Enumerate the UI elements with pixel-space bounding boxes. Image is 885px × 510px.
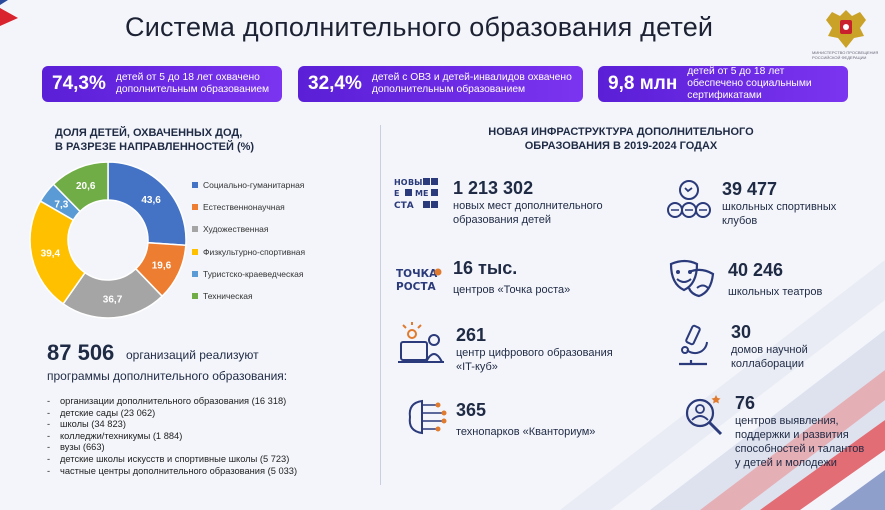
infra-title: НОВАЯ ИНФРАСТРУКТУРА ДОПОЛНИТЕЛЬНОГО ОБР…	[486, 125, 756, 153]
slice-label: 36,7	[103, 294, 123, 305]
talent-search-icon	[680, 393, 728, 441]
emblem-icon	[826, 10, 866, 48]
org-text-1: организаций реализуют	[126, 348, 259, 362]
list-item: колледжи/техникумы (1 884)	[47, 431, 297, 443]
org-list: организации дополнительного образования …	[47, 396, 297, 477]
slice-label: 19,6	[152, 260, 172, 271]
list-item: вузы (663)	[47, 442, 297, 454]
infra-talent-centers: 76 центров выявления, поддержки и развит…	[735, 393, 865, 470]
computer-user-icon	[398, 322, 446, 370]
legend-label: Социально-гуманитарная	[203, 180, 305, 191]
legend-item: Туристско-краеведческая	[192, 263, 305, 285]
org-text-2: программы дополнительного образования:	[47, 369, 288, 383]
infra-desc: домов научной коллаборации	[731, 344, 808, 370]
infra-number: 39 477	[722, 179, 778, 199]
legend-swatch	[192, 270, 198, 277]
list-item: организации дополнительного образования …	[47, 396, 297, 408]
list-item: детские школы искусств и спортивные школ…	[47, 454, 297, 466]
stat-value: 74,3%	[52, 73, 106, 94]
infra-number: 76	[735, 393, 756, 413]
sport-icon	[667, 178, 715, 226]
circuit-brain-icon	[402, 395, 450, 443]
new-places-logo-text: Е	[394, 189, 399, 198]
infra-desc: технопарков «Кванториум»	[456, 426, 596, 438]
stat-badge-certificates: 9,8 млн детей от 5 до 18 лет обеспечено …	[598, 66, 848, 102]
slice-label: 7,3	[54, 199, 68, 210]
microscope-icon	[673, 324, 721, 372]
legend-swatch	[192, 226, 198, 233]
legend-label: Техническая	[203, 291, 253, 302]
new-places-logo-text: СТА	[394, 201, 414, 211]
legend-swatch	[192, 293, 198, 300]
infra-number: 1 213 302	[453, 178, 534, 198]
list-item: школы (34 823)	[47, 419, 297, 431]
infra-title-line1: НОВАЯ ИНФРАСТРУКТУРА ДОПОЛНИТЕЛЬНОГО	[488, 126, 754, 138]
donut-slice	[52, 161, 109, 213]
new-places-logo-text: ВЫ	[408, 178, 422, 187]
section-divider	[380, 125, 381, 485]
page-title: Система дополнительного образования дете…	[125, 12, 714, 42]
legend-item: Художественная	[192, 218, 305, 240]
legend-swatch	[192, 248, 198, 255]
legend-swatch	[192, 182, 198, 189]
infra-tochka-rosta: 16 тыс. центров «Точка роста»	[453, 258, 638, 297]
legend-item: Социально-гуманитарная	[192, 174, 305, 196]
infra-desc: новых мест дополнительного образования д…	[453, 200, 603, 226]
theatre-masks-icon	[667, 258, 715, 306]
stat-badge-coverage: 74,3% детей от 5 до 18 лет охвачено допо…	[42, 66, 282, 102]
stat-badge-disabled: 32,4% детей с ОВЗ и детей-инвалидов охва…	[298, 66, 583, 102]
infra-number: 30	[731, 322, 752, 342]
chart-title-line2: В РАЗРЕЗЕ НАПРАВЛЕННОСТЕЙ (%)	[55, 141, 255, 153]
infra-title-line2: ОБРАЗОВАНИЯ В 2019-2024 ГОДАХ	[524, 140, 718, 152]
chart-title: ДОЛЯ ДЕТЕЙ, ОХВАЧЕННЫХ ДОД, В РАЗРЕЗЕ НА…	[55, 126, 254, 154]
tochka-logo-line1: ТОЧКА	[396, 268, 438, 280]
infra-desc: центров выявления, поддержки и развития …	[735, 415, 865, 469]
donut-chart: 43,6 19,6 36,7 39,4 7,3 20,6	[29, 161, 187, 319]
slice-label: 20,6	[76, 181, 96, 192]
infra-desc: школьных театров	[728, 286, 823, 298]
chart-title-line1: ДОЛЯ ДЕТЕЙ, ОХВАЧЕННЫХ ДОД,	[55, 127, 243, 139]
legend-label: Физкультурно-спортивная	[203, 246, 306, 257]
slice-label: 43,6	[141, 195, 161, 206]
infra-number: 40 246	[728, 260, 784, 280]
list-item: детские сады (23 062)	[47, 408, 297, 420]
new-places-logo-text: МЕ	[415, 189, 428, 198]
infra-new-places: 1 213 302 новых мест дополнительного обр…	[453, 178, 638, 227]
emblem-caption: МИНИСТЕРСТВО ПРОСВЕЩЕНИЯ РОССИЙСКОЙ ФЕДЕ…	[812, 50, 879, 60]
infra-desc: центров «Точка роста»	[453, 284, 571, 296]
new-places-icon: НО ВЫ Е МЕ СТА	[393, 176, 441, 224]
slice-label: 39,4	[41, 248, 61, 259]
infra-number: 365	[456, 400, 487, 420]
infra-sport-clubs: 39 477 школьных спортивных клубов	[722, 179, 862, 228]
legend-label: Естественнонаучная	[203, 202, 285, 213]
stat-text: детей от 5 до 18 лет обеспечено социальн…	[687, 66, 812, 101]
legend-item: Физкультурно-спортивная	[192, 241, 305, 263]
tochka-rosta-logo: ТОЧКА РОСТА	[396, 265, 444, 313]
new-places-logo-text: НО	[394, 178, 408, 187]
list-item: частные центры дополнительного образован…	[47, 466, 297, 478]
legend-label: Художественная	[203, 224, 269, 235]
infra-kvantorium: 365 технопарков «Кванториум»	[456, 400, 631, 439]
chart-legend: Социально-гуманитарная Естественнонаучная…	[192, 174, 305, 307]
donut-slice	[107, 161, 187, 247]
stat-value: 9,8 млн	[608, 73, 678, 94]
stat-text: детей с ОВЗ и детей-инвалидов охвачено д…	[371, 72, 572, 95]
infra-science-houses: 30 домов научной коллаборации	[731, 322, 841, 371]
infra-desc: школьных спортивных клубов	[722, 201, 837, 227]
legend-label: Туристско-краеведческая	[203, 268, 304, 279]
infra-it-cube: 261 центр цифрового образования «IT-куб»	[456, 325, 616, 374]
stat-value: 32,4%	[308, 73, 362, 94]
infra-theatres: 40 246 школьных театров	[728, 260, 868, 299]
org-count: 87 506	[47, 340, 115, 365]
legend-item: Техническая	[192, 285, 305, 307]
infra-number: 261	[456, 325, 487, 345]
tochka-logo-line2: РОСТА	[396, 281, 436, 293]
legend-swatch	[192, 204, 198, 211]
stat-text: детей от 5 до 18 лет охвачено дополнител…	[115, 72, 270, 95]
legend-item: Естественнонаучная	[192, 196, 305, 218]
infra-number: 16 тыс.	[453, 258, 518, 278]
infra-desc: центр цифрового образования «IT-куб»	[456, 347, 613, 373]
